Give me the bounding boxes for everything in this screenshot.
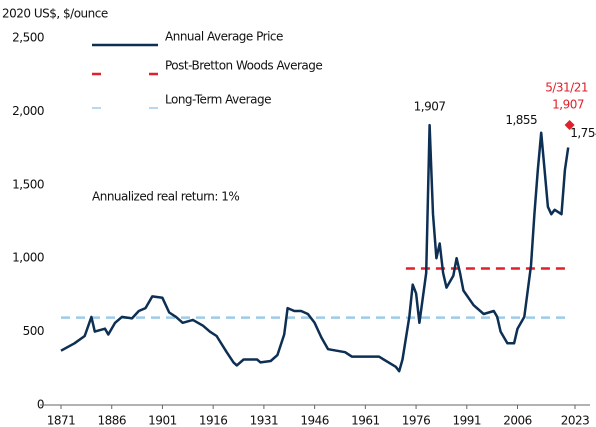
marker-label: 1,907 xyxy=(552,98,584,112)
y-tick-label: 2,500 xyxy=(12,31,44,45)
x-tick-label: 2023 xyxy=(561,414,590,427)
x-tick-label: 1961 xyxy=(351,414,380,427)
x-tick-label: 1886 xyxy=(97,414,126,427)
annotation: Annualized real return: 1% xyxy=(92,190,239,204)
y-tick-label: 2,000 xyxy=(12,104,44,118)
x-tick-label: 1946 xyxy=(300,414,329,427)
x-tick-label: 1976 xyxy=(402,414,431,427)
x-tick-label: 1991 xyxy=(453,414,482,427)
x-tick-label: 1871 xyxy=(47,414,76,427)
y-tick-label: 1,500 xyxy=(12,177,44,191)
point-label: 1,907 xyxy=(414,100,446,114)
price-line xyxy=(60,123,570,373)
legend-label: Post-Bretton Woods Average xyxy=(165,59,322,73)
x-tick-label: 1901 xyxy=(148,414,177,427)
legend-label: Long-Term Average xyxy=(165,93,271,107)
y-tick-label: 1,000 xyxy=(12,251,44,265)
x-tick-label: 1931 xyxy=(250,414,279,427)
marker xyxy=(564,120,575,131)
y-axis-title: 2020 US$, $/ounce xyxy=(2,7,108,21)
point-label: 1,754 xyxy=(570,126,596,140)
legend-label: Annual Average Price xyxy=(165,30,283,44)
y-tick-label: 500 xyxy=(23,324,44,338)
x-tick-label: 2006 xyxy=(503,414,532,427)
point-label: 1,855 xyxy=(505,113,537,127)
x-tick-label: 1916 xyxy=(199,414,228,427)
marker-date: 5/31/21 xyxy=(545,81,588,95)
